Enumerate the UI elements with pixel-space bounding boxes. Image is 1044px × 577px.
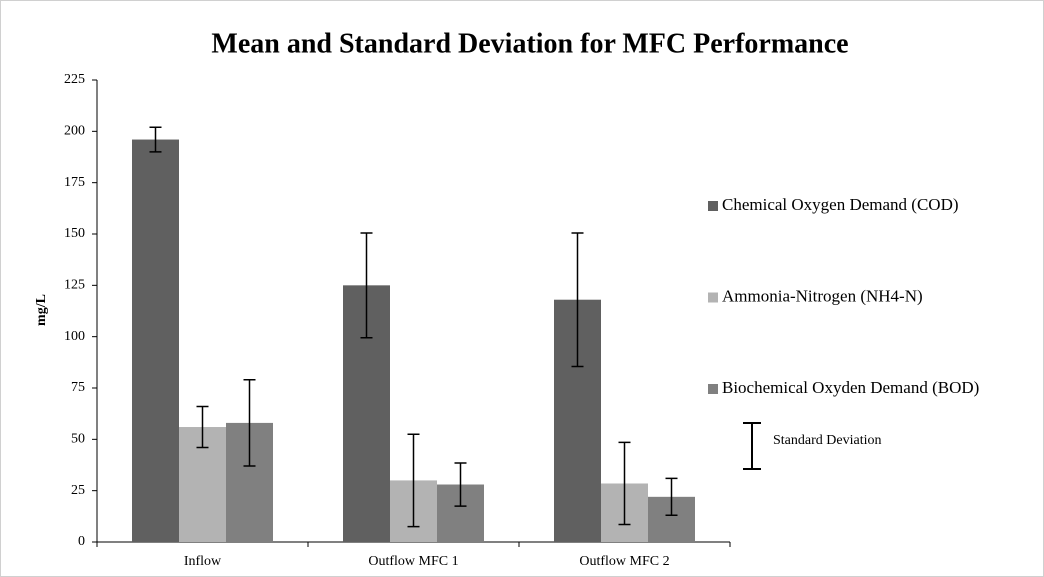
error-bar <box>571 232 584 368</box>
error-bar <box>243 379 256 467</box>
legend-label: Standard Deviation <box>773 433 881 448</box>
error-bar <box>196 405 209 449</box>
error-bar <box>149 126 162 153</box>
legend-error-icon <box>743 422 761 470</box>
error-bar <box>407 433 420 528</box>
y-tick-label: 200 <box>64 124 85 139</box>
y-tick-label: 75 <box>71 380 85 395</box>
y-tick-label: 125 <box>64 278 85 293</box>
error-bar <box>454 462 467 507</box>
y-tick-label: 175 <box>64 175 85 190</box>
y-tick-label: 225 <box>64 72 85 87</box>
legend-swatch <box>708 201 718 211</box>
error-bar <box>665 477 678 517</box>
chart-title: Mean and Standard Deviation for MFC Perf… <box>211 28 848 59</box>
y-axis-label: mg/L <box>34 294 49 326</box>
x-tick-label: Outflow MFC 1 <box>368 554 458 569</box>
error-bar <box>618 441 631 526</box>
y-tick-label: 150 <box>64 226 85 241</box>
y-tick-label: 25 <box>71 483 85 498</box>
legend-swatch <box>708 384 718 394</box>
bar <box>132 139 179 542</box>
y-tick-label: 50 <box>71 432 85 447</box>
y-tick-label: 0 <box>78 534 85 549</box>
legend-label: Ammonia-Nitrogen (NH4-N) <box>722 286 923 305</box>
y-tick-label: 100 <box>64 329 85 344</box>
error-bar <box>360 232 373 339</box>
x-tick-label: Inflow <box>184 554 222 569</box>
legend-swatch <box>708 292 718 303</box>
x-tick-label: Outflow MFC 2 <box>579 554 669 569</box>
legend-label: Biochemical Oxyden Demand (BOD) <box>722 378 979 397</box>
legend-label: Chemical Oxygen Demand (COD) <box>722 195 959 214</box>
